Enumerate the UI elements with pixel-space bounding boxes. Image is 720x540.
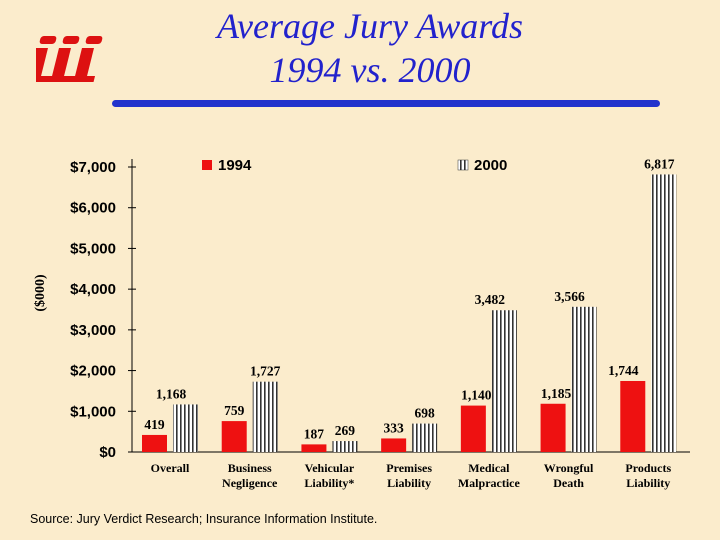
bar-2000 (252, 381, 278, 452)
y-tick-label: $0 (99, 444, 116, 461)
data-label-2000: 1,727 (250, 364, 281, 379)
x-tick-label: Products (625, 461, 671, 475)
data-label-1994: 1,140 (461, 388, 492, 403)
data-label-1994: 759 (224, 403, 245, 418)
y-tick-label: $3,000 (70, 322, 116, 339)
x-tick-label: Malpractice (458, 476, 521, 490)
x-tick-label: Negligence (222, 476, 278, 490)
legend-swatch-1994 (202, 160, 212, 170)
bar-1994 (221, 421, 247, 452)
bar-1994 (620, 380, 646, 452)
data-label-2000: 1,168 (156, 386, 187, 401)
bar-1994 (301, 444, 327, 452)
x-tick-label: Overall (151, 461, 190, 475)
title-line-2: 1994 vs. 2000 (269, 50, 471, 90)
legend-label-2000: 2000 (474, 157, 507, 174)
x-tick-label: Liability (626, 476, 670, 490)
x-tick-label: Vehicular (305, 461, 355, 475)
bar-2000 (412, 423, 438, 452)
bar-1994 (142, 434, 167, 452)
bar-2000 (173, 404, 198, 452)
bar-1994 (381, 438, 407, 452)
y-tick-label: $4,000 (70, 281, 116, 298)
data-label-2000: 3,482 (475, 292, 506, 307)
data-label-1994: 1,744 (608, 363, 639, 378)
x-tick-label: Wrongful (544, 461, 594, 475)
x-tick-label: Medical (468, 461, 510, 475)
y-tick-label: $7,000 (70, 159, 116, 176)
bar-2000 (571, 306, 597, 452)
x-tick-label: Liability* (304, 476, 354, 490)
legend-swatch-2000 (457, 159, 469, 171)
bar-2000 (491, 310, 517, 452)
bar-chart: $0 $1,000 $2,000 $3,000 $4,000 $5,000 $6,000 $7… (33, 156, 690, 490)
y-tick-label: $2,000 (70, 363, 116, 380)
page-title: Average Jury Awards 1994 vs. 2000 (120, 4, 620, 92)
bar-1994 (460, 405, 486, 452)
data-label-1994: 333 (384, 420, 405, 435)
data-label-1994: 187 (304, 426, 325, 441)
x-tick-label: Premises (386, 461, 432, 475)
data-label-2000: 3,566 (554, 289, 585, 304)
x-tick-label: Business (228, 461, 272, 475)
y-tick-label: $1,000 (70, 403, 116, 420)
title-underline (112, 100, 660, 107)
source-note: Source: Jury Verdict Research; Insurance… (30, 512, 378, 526)
bar-2000 (651, 174, 677, 452)
title-line-1: Average Jury Awards (217, 6, 523, 46)
y-tick-label: $5,000 (70, 240, 116, 257)
data-label-1994: 419 (144, 417, 165, 432)
bar-2000 (332, 441, 358, 452)
data-label-2000: 6,817 (644, 156, 675, 171)
y-axis-label: ($000) (33, 274, 48, 312)
iii-logo (36, 36, 103, 82)
data-label-1994: 1,185 (541, 386, 572, 401)
bar-1994 (540, 403, 566, 452)
y-tick-label: $6,000 (70, 200, 116, 217)
x-tick-label: Death (553, 476, 584, 490)
legend-label-1994: 1994 (218, 157, 252, 174)
data-label-2000: 698 (415, 406, 436, 421)
data-label-2000: 269 (335, 423, 356, 438)
x-tick-label: Liability (387, 476, 431, 490)
